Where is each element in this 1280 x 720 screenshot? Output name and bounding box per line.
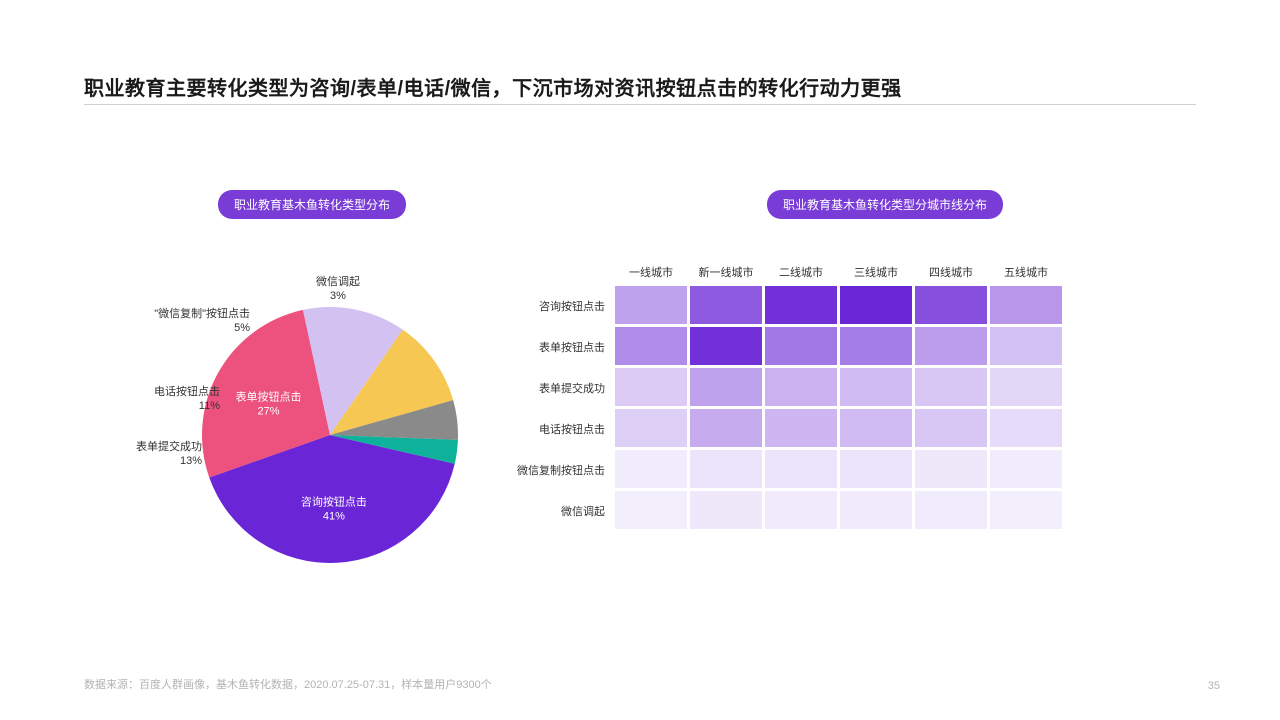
heatmap-cell: [765, 491, 837, 529]
pie-slice-label: "微信复制"按钮点击5%: [154, 306, 250, 334]
heatmap-cell: [765, 286, 837, 324]
heatmap-cell: [690, 450, 762, 488]
heatmap-cell: [840, 368, 912, 406]
footer-source: 数据来源：百度人群画像，基木鱼转化数据，2020.07.25-07.31，样本量…: [84, 676, 492, 692]
heatmap-cell: [915, 286, 987, 324]
heatmap-cell: [690, 409, 762, 447]
heatmap-row-label: 表单按钮点击: [515, 339, 605, 355]
heatmap-col-header: 新一线城市: [690, 264, 762, 280]
heatmap-cell: [690, 286, 762, 324]
heatmap-cell: [840, 286, 912, 324]
heatmap-row-label: 电话按钮点击: [515, 421, 605, 437]
heatmap-cell: [915, 327, 987, 365]
page-title: 职业教育主要转化类型为咨询/表单/电话/微信，下沉市场对资讯按钮点击的转化行动力…: [84, 72, 902, 101]
pie-slice-label: 表单提交成功13%: [136, 439, 202, 467]
heatmap-cell: [840, 327, 912, 365]
heatmap-cell: [990, 491, 1062, 529]
heatmap-cell: [990, 368, 1062, 406]
heatmap-cell: [840, 409, 912, 447]
heatmap-col-header: 一线城市: [615, 264, 687, 280]
heatmap-cell: [990, 409, 1062, 447]
title-divider: [84, 104, 1196, 105]
page-number: 35: [1208, 680, 1220, 692]
heatmap-cell: [765, 327, 837, 365]
heatmap-cell: [840, 450, 912, 488]
heatmap-cell: [990, 450, 1062, 488]
heatmap-cell: [840, 491, 912, 529]
heatmap-cell: [615, 368, 687, 406]
heatmap-row-label: 表单提交成功: [515, 380, 605, 396]
heatmap-cell: [690, 368, 762, 406]
heatmap-cell: [765, 450, 837, 488]
heatmap-cell: [990, 286, 1062, 324]
heatmap-row-label: 咨询按钮点击: [515, 298, 605, 314]
heatmap-row-label: 微信调起: [515, 503, 605, 519]
heatmap-cell: [765, 368, 837, 406]
pie-chart: 咨询按钮点击41%表单按钮点击27%表单提交成功13%电话按钮点击11%"微信复…: [130, 250, 410, 530]
heatmap-cell: [915, 450, 987, 488]
heatmap-cell: [915, 368, 987, 406]
heatmap-cell: [915, 409, 987, 447]
heatmap-cell: [690, 327, 762, 365]
heatmap-row-label: 微信复制按钮点击: [515, 462, 605, 478]
heatmap-cell: [615, 286, 687, 324]
heatmap-col-header: 三线城市: [840, 264, 912, 280]
heatmap-col-header: 二线城市: [765, 264, 837, 280]
heatmap-cell: [690, 491, 762, 529]
heatmap-col-header: 五线城市: [990, 264, 1062, 280]
heatmap-cell: [615, 450, 687, 488]
heatmap-cell: [990, 327, 1062, 365]
pie-slice-label: 微信调起3%: [316, 274, 360, 302]
heatmap-cell: [615, 409, 687, 447]
pie-svg: 咨询按钮点击41%表单按钮点击27%表单提交成功13%电话按钮点击11%"微信复…: [130, 250, 560, 600]
heatmap-subtitle-pill: 职业教育基木鱼转化类型分城市线分布: [767, 190, 1003, 219]
heatmap-cell: [615, 491, 687, 529]
heatmap-cell: [765, 409, 837, 447]
heatmap-cell: [915, 491, 987, 529]
heatmap-col-header: 四线城市: [915, 264, 987, 280]
heatmap-cell: [615, 327, 687, 365]
pie-subtitle-pill: 职业教育基木鱼转化类型分布: [218, 190, 406, 219]
